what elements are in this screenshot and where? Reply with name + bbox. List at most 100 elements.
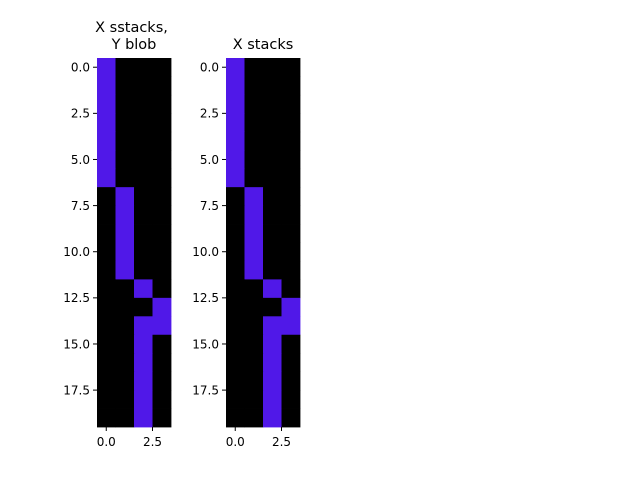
heatmap-cell-empty — [97, 297, 116, 317]
heatmap-cell-filled — [226, 113, 245, 133]
panel-title: X stacks — [233, 37, 294, 53]
heatmap-cell-filled — [263, 390, 282, 409]
heatmap-cell-empty — [263, 113, 282, 133]
heatmap-cell-empty — [281, 408, 301, 428]
heatmap-cell-empty — [152, 94, 172, 114]
heatmap-cell-empty — [281, 76, 301, 96]
heatmap-cell-filled — [226, 150, 245, 170]
heatmap-cell-empty — [244, 297, 264, 317]
heatmap-cell-empty — [263, 150, 282, 170]
x-tick-label: 0.0 — [226, 435, 245, 449]
heatmap-cell-filled — [97, 150, 116, 170]
y-tick-label: 5.0 — [200, 153, 219, 167]
heatmap-cell-empty — [152, 168, 172, 188]
heatmap-cell-empty — [263, 260, 282, 280]
heatmap-cell-empty — [134, 168, 153, 188]
heatmap-cell-empty — [97, 224, 116, 243]
heatmap-cell-empty — [244, 131, 264, 151]
heatmap-cell-empty — [263, 76, 282, 96]
x-tick-label: 2.5 — [143, 435, 162, 449]
heatmap-cell-empty — [226, 371, 245, 391]
heatmap-cell-empty — [115, 150, 135, 170]
heatmap-cell-filled — [97, 76, 116, 96]
heatmap-cell-empty — [244, 316, 264, 336]
heatmap-cell-empty — [134, 260, 153, 280]
heatmap-cell-empty — [97, 316, 116, 336]
heatmap-cell-empty — [226, 353, 245, 373]
heatmap-cell-empty — [97, 334, 116, 354]
heatmap-cell-empty — [226, 224, 245, 243]
heatmap-cell-empty — [281, 260, 301, 280]
heatmap-cell-empty — [115, 168, 135, 188]
heatmap-cell-empty — [115, 131, 135, 151]
heatmap-cell-empty — [244, 58, 264, 77]
heatmap-cell-empty — [281, 168, 301, 188]
heatmap-cell-empty — [244, 390, 264, 409]
heatmap-cell-filled — [115, 224, 135, 243]
heatmap-cell-empty — [226, 408, 245, 428]
heatmap-cell-empty — [134, 94, 153, 114]
heatmap-cell-empty — [263, 168, 282, 188]
heatmap-cell-filled — [263, 353, 282, 373]
heatmap-cell-filled — [152, 297, 172, 317]
heatmap-cell-empty — [115, 94, 135, 114]
heatmap-cell-empty — [152, 150, 172, 170]
heatmap-cell-filled — [134, 408, 153, 428]
heatmap-cell-empty — [226, 205, 245, 225]
y-axis: 0.0 2.5 5.0 7.5 10.0 12.5 15.0 17.5 — [192, 61, 226, 397]
heatmap-cell-empty — [152, 131, 172, 151]
heatmap-cell-filled — [97, 131, 116, 151]
heatmap-cell-filled — [281, 316, 301, 336]
heatmap-cell-empty — [115, 113, 135, 133]
heatmap-cells — [226, 58, 301, 428]
heatmap-cell-empty — [281, 279, 301, 299]
heatmap-cell-filled — [134, 316, 153, 336]
heatmap-cell-empty — [152, 242, 172, 262]
x-axis: 0.0 2.5 — [226, 427, 291, 449]
heatmap-cell-filled — [244, 260, 264, 280]
heatmap-cell-empty — [263, 242, 282, 262]
heatmap-cell-empty — [226, 334, 245, 354]
heatmap-cell-empty — [97, 187, 116, 206]
heatmap-cell-empty — [281, 371, 301, 391]
y-tick-label: 2.5 — [200, 107, 219, 121]
heatmap-cell-empty — [152, 187, 172, 206]
heatmap-cell-empty — [115, 279, 135, 299]
heatmap-cell-empty — [244, 353, 264, 373]
x-tick-label: 0.0 — [97, 435, 116, 449]
heatmap-cell-empty — [281, 131, 301, 151]
heatmap-cell-empty — [152, 58, 172, 77]
heatmap-cell-filled — [134, 279, 153, 299]
heatmap-cell-empty — [152, 334, 172, 354]
heatmap-cell-empty — [263, 187, 282, 206]
heatmap-cell-filled — [244, 242, 264, 262]
heatmap-cell-filled — [226, 131, 245, 151]
heatmap-cell-filled — [263, 408, 282, 428]
heatmap-cells — [97, 58, 172, 428]
heatmap-cell-empty — [152, 390, 172, 409]
heatmap-cell-empty — [134, 131, 153, 151]
heatmap-cell-filled — [134, 353, 153, 373]
heatmap-cell-empty — [281, 150, 301, 170]
heatmap-cell-filled — [244, 205, 264, 225]
y-tick-label: 12.5 — [63, 291, 90, 305]
heatmap-cell-filled — [263, 334, 282, 354]
heatmap-cell-empty — [281, 113, 301, 133]
heatmap-cell-empty — [134, 205, 153, 225]
heatmap-cell-empty — [115, 408, 135, 428]
heatmap-cell-filled — [281, 297, 301, 317]
heatmap-cell-empty — [115, 316, 135, 336]
heatmap-cell-filled — [97, 58, 116, 77]
heatmap-cell-empty — [152, 76, 172, 96]
heatmap-cell-empty — [134, 224, 153, 243]
y-tick-label: 17.5 — [192, 383, 219, 397]
heatmap-cell-empty — [115, 353, 135, 373]
heatmap-cell-filled — [263, 316, 282, 336]
heatmap-cell-empty — [226, 242, 245, 262]
heatmap-cell-filled — [115, 242, 135, 262]
y-tick-label: 5.0 — [71, 153, 90, 167]
heatmap-cell-empty — [134, 76, 153, 96]
heatmap-cell-empty — [226, 279, 245, 299]
panel-title-line-2: Y blob — [111, 37, 157, 53]
